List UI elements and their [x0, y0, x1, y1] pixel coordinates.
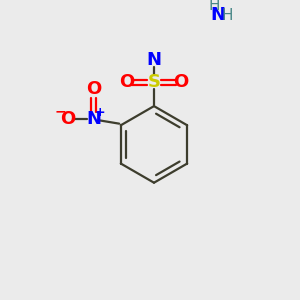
Text: O: O — [86, 80, 101, 98]
Text: N: N — [210, 6, 225, 24]
Text: N: N — [86, 110, 101, 128]
Text: O: O — [119, 73, 134, 91]
Text: S: S — [148, 73, 160, 91]
Text: N: N — [146, 51, 161, 69]
Text: H: H — [222, 8, 233, 22]
Text: H: H — [209, 0, 220, 13]
Text: −: − — [54, 105, 66, 119]
Text: O: O — [173, 73, 189, 91]
Text: O: O — [61, 110, 76, 128]
Text: +: + — [95, 106, 105, 119]
